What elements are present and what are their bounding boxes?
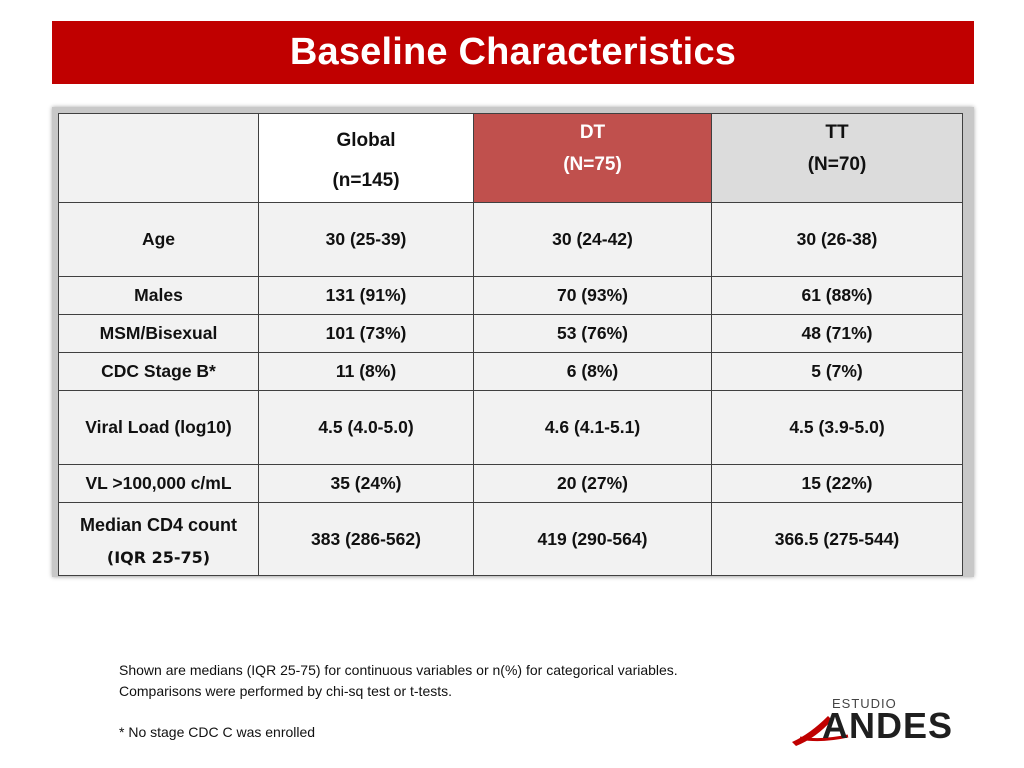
cell-global: 101 (73%) [258, 314, 474, 353]
footnotes: Shown are medians (IQR 25-75) for contin… [119, 660, 759, 743]
header-empty-cell [58, 113, 259, 203]
header-global-n: (n=145) [332, 170, 400, 191]
header-tt: TT (N=70) [711, 113, 963, 203]
table-row: CDC Stage B* 11 (8%) 6 (8%) 5 (7%) [58, 352, 963, 391]
cell-tt: 61 (88%) [711, 276, 963, 315]
cell-tt: 30 (26-38) [711, 202, 963, 277]
header-global: Global (n=145) [258, 113, 474, 203]
page-title: Baseline Characteristics [289, 31, 737, 73]
row-label: Males [58, 276, 259, 315]
cell-tt: 5 (7%) [711, 352, 963, 391]
title-bar: Baseline Characteristics [52, 21, 974, 84]
cell-dt: 419 (290-564) [473, 502, 712, 576]
cell-dt: 53 (76%) [473, 314, 712, 353]
estudio-andes-logo: ESTUDIO ANDES [790, 696, 980, 756]
cell-global: 131 (91%) [258, 276, 474, 315]
table-header-row: Global (n=145) DT (N=75) TT (N=70) [58, 113, 963, 203]
header-global-label: Global [336, 130, 396, 151]
footnote-medians: Shown are medians (IQR 25-75) for contin… [119, 662, 678, 678]
header-tt-n: (N=70) [807, 154, 867, 175]
cell-tt: 366.5 (275-544) [711, 502, 963, 576]
row-label: Median CD4 count [79, 515, 237, 535]
row-label: CDC Stage B* [58, 352, 259, 391]
header-tt-label: TT [825, 122, 849, 143]
row-label: Viral Load (log10) [58, 390, 259, 465]
row-label: MSM/Bisexual [58, 314, 259, 353]
cell-global: 4.5 (4.0-5.0) [258, 390, 474, 465]
cell-dt: 6 (8%) [473, 352, 712, 391]
row-label: VL >100,000 c/mL [58, 464, 259, 503]
baseline-table-frame: Global (n=145) DT (N=75) TT (N=70) Age 3… [52, 107, 974, 577]
header-dt-n: (N=75) [563, 154, 622, 175]
cell-dt: 30 (24-42) [473, 202, 712, 277]
footnote-comparisons: Comparisons were performed by chi-sq tes… [119, 683, 453, 699]
swoosh-icon [792, 716, 849, 746]
logo-estudio-text: ESTUDIO [832, 696, 897, 711]
row-label-cd4: Median CD4 count (IQR 25-75) [58, 502, 259, 576]
table-row: MSM/Bisexual 101 (73%) 53 (76%) 48 (71%) [58, 314, 963, 353]
row-label-sub: (IQR 25-75) [106, 548, 211, 567]
cell-tt: 15 (22%) [711, 464, 963, 503]
header-dt: DT (N=75) [473, 113, 712, 203]
cell-global: 30 (25-39) [258, 202, 474, 277]
row-label: Age [58, 202, 259, 277]
cell-tt: 4.5 (3.9-5.0) [711, 390, 963, 465]
cell-dt: 20 (27%) [473, 464, 712, 503]
header-dt-label: DT [579, 122, 606, 143]
table-row: Median CD4 count (IQR 25-75) 383 (286-56… [58, 502, 963, 576]
cell-dt: 70 (93%) [473, 276, 712, 315]
table-row: Viral Load (log10) 4.5 (4.0-5.0) 4.6 (4.… [58, 390, 963, 465]
cell-global: 383 (286-562) [258, 502, 474, 576]
cell-tt: 48 (71%) [711, 314, 963, 353]
table-row: Age 30 (25-39) 30 (24-42) 30 (26-38) [58, 202, 963, 277]
table-row: VL >100,000 c/mL 35 (24%) 20 (27%) 15 (2… [58, 464, 963, 503]
cell-dt: 4.6 (4.1-5.1) [473, 390, 712, 465]
footnote-cdc: * No stage CDC C was enrolled [119, 724, 316, 740]
logo-andes-text: ANDES [822, 705, 954, 746]
cell-global: 11 (8%) [258, 352, 474, 391]
cell-global: 35 (24%) [258, 464, 474, 503]
baseline-table: Global (n=145) DT (N=75) TT (N=70) Age 3… [58, 113, 963, 576]
table-row: Males 131 (91%) 70 (93%) 61 (88%) [58, 276, 963, 315]
